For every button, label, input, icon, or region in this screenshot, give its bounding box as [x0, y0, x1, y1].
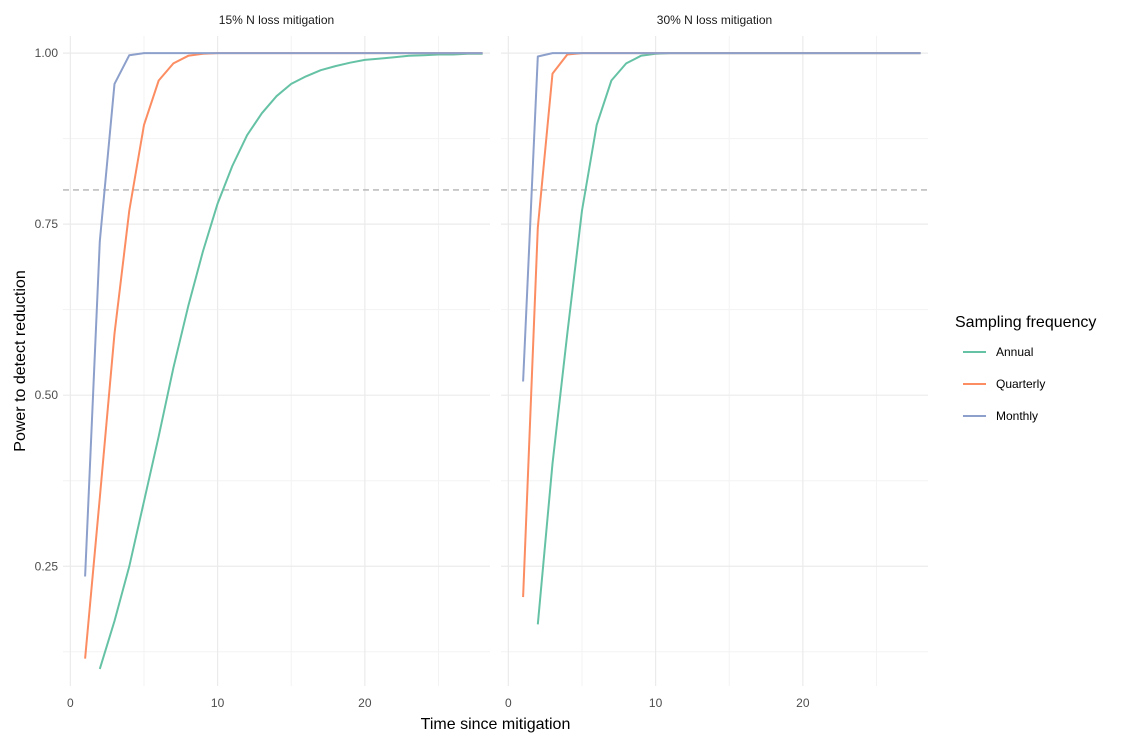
y-tick-label: 0.75 [35, 217, 59, 231]
x-tick-label: 20 [358, 696, 372, 710]
legend-label-annual: Annual [996, 345, 1033, 359]
panel-title: 15% N loss mitigation [219, 13, 334, 27]
legend-item-quarterly: Quarterly [963, 377, 1045, 391]
legend-label-quarterly: Quarterly [996, 377, 1045, 391]
y-tick-label: 0.50 [35, 388, 59, 402]
y-tick-label: 1.00 [35, 46, 59, 60]
x-tick-label: 20 [796, 696, 810, 710]
legend-items: Annual Quarterly Monthly [963, 345, 1045, 423]
x-tick-label: 10 [649, 696, 663, 710]
panel-title: 30% N loss mitigation [657, 13, 772, 27]
x-axis-title: Time since mitigation [421, 716, 571, 733]
grid [501, 36, 928, 686]
series-line-quarterly [522, 52, 921, 598]
y-tick-label: 0.25 [35, 559, 59, 573]
series-line-monthly [84, 52, 483, 577]
series-line-quarterly [84, 52, 483, 659]
legend-item-monthly: Monthly [963, 409, 1038, 423]
x-tick-label: 10 [211, 696, 225, 710]
legend-item-annual: Annual [963, 345, 1033, 359]
panel-2: 30% N loss mitigation 0 10 20 [501, 13, 928, 710]
panel-1: 15% N loss mitigation 0 10 20 [63, 13, 490, 710]
series-line-monthly [522, 52, 921, 382]
grid [63, 36, 490, 686]
series-line-annual [98, 52, 483, 670]
x-tick-label: 0 [67, 696, 74, 710]
y-axis-title: Power to detect reduction [12, 270, 29, 451]
x-tick-label: 0 [505, 696, 512, 710]
legend-label-monthly: Monthly [996, 409, 1038, 423]
y-axis: 0.25 0.50 0.75 1.00 [35, 46, 59, 573]
legend-title: Sampling frequency [955, 314, 1096, 331]
legend: Sampling frequency Annual Quarterly Monthl… [955, 314, 1096, 423]
